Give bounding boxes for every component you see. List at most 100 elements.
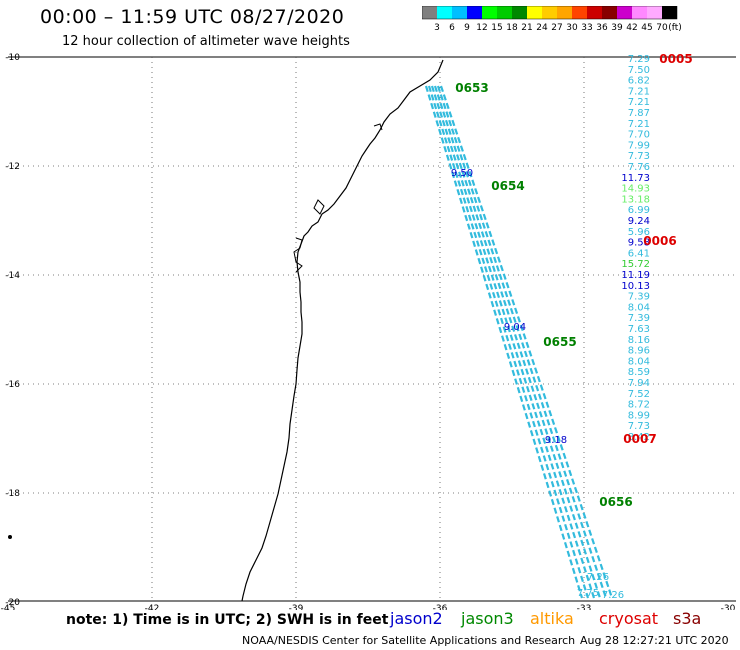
coastline-inlet: [373, 123, 383, 131]
color-swatch: [647, 6, 662, 19]
color-swatch: [662, 6, 677, 19]
swh-value: 11.73: [621, 173, 650, 184]
color-tick-label: 12: [476, 23, 487, 33]
color-scale-legend: 3 6 9 12 15 18 21 24 27 30 33 36 39 42 45 70 (ft): [422, 6, 682, 33]
pass-label: 0006: [643, 234, 676, 248]
footnote: note: 1) Time is in UTC; 2) SWH is in fe…: [66, 612, 389, 628]
legend-altika: altika: [530, 609, 574, 628]
color-tick-label: 70: [656, 23, 668, 33]
swh-value: 8.04: [628, 356, 650, 367]
color-tick-label: 42: [626, 23, 637, 33]
swh-value-track: 9.04: [504, 322, 526, 333]
coastline-bay: [293, 237, 303, 273]
color-tick-label: 21: [521, 23, 532, 33]
track-swath-line: [436, 85, 608, 599]
color-tick-label: 6: [449, 23, 455, 33]
credit-line: NOAA/NESDIS Center for Satellite Applica…: [242, 634, 576, 647]
latitude-label: -12: [5, 162, 20, 172]
color-tick-label: 36: [596, 23, 608, 33]
page-title: 00:00 – 11:59 UTC 08/27/2020: [40, 6, 345, 28]
swh-value: 10.13: [621, 281, 650, 292]
color-swatch: [527, 6, 542, 19]
color-swatch: [602, 6, 617, 19]
color-swatch: [482, 6, 497, 19]
swh-value: 7.63: [628, 324, 650, 335]
swh-value: 7.39: [628, 292, 650, 303]
pass-label: 0653: [455, 81, 488, 95]
color-swatch: [632, 6, 647, 19]
legend-s3a: s3a: [673, 609, 702, 628]
longitude-label: -39: [289, 604, 304, 610]
swh-value: 7.50: [628, 65, 650, 76]
swh-value: 7.21: [628, 119, 650, 130]
swh-value-track: 7.75: [577, 588, 599, 599]
track-swath-line: [439, 85, 614, 599]
swh-value: 7.29: [628, 54, 650, 65]
color-swatch: [512, 6, 527, 19]
swh-value-track: 9.50: [451, 168, 473, 179]
unit-label: (ft): [668, 23, 682, 33]
latitude-label: -20: [5, 598, 20, 608]
swh-value: 14.93: [621, 184, 650, 195]
pass-label: 0005: [659, 52, 692, 66]
swh-value: 7.76: [628, 162, 650, 173]
swh-value: 8.59: [628, 367, 650, 378]
latitude-label: -10: [5, 53, 20, 63]
color-swatch: [542, 6, 557, 19]
legend-cryosat: cryosat: [599, 609, 659, 628]
swh-value: 6.41: [628, 248, 650, 259]
swh-value-track: 7.26: [602, 590, 624, 601]
page-subtitle: 12 hour collection of altimeter wave hei…: [62, 34, 350, 49]
satellite-track: [424, 85, 614, 599]
swh-value: 7.73: [628, 421, 650, 432]
color-swatch: [467, 6, 482, 19]
swh-value: 9.58: [628, 238, 650, 249]
swh-value: 7.39: [628, 313, 650, 324]
swh-value: 8.96: [628, 346, 650, 357]
longitude-label: -33: [577, 604, 592, 610]
color-swatch: [587, 6, 602, 19]
swh-value: 9.24: [628, 216, 650, 227]
color-tick-label: 9: [464, 23, 470, 33]
color-swatch: [497, 6, 512, 19]
swh-value: 15.72: [621, 259, 650, 270]
swh-value: 6.82: [628, 76, 650, 87]
pass-label: 0654: [491, 179, 524, 193]
latitude-label: -18: [5, 489, 20, 499]
swh-value: 8.42: [628, 432, 650, 443]
swh-value: 7.94: [628, 378, 650, 389]
swh-value-track: 7.26: [587, 572, 609, 583]
color-swatch: [437, 6, 452, 19]
swh-value: 7.52: [628, 389, 650, 400]
color-tick-label: 3: [434, 23, 440, 33]
color-swatch: [572, 6, 587, 19]
color-tick-label: 45: [641, 23, 652, 33]
island-marker: [8, 535, 12, 539]
swh-value: 8.99: [628, 410, 650, 421]
pass-label: 0007: [623, 432, 656, 446]
generated-timestamp: Aug 28 12:27:21 UTC 2020: [580, 634, 729, 647]
latitude-label: -14: [5, 271, 20, 281]
swh-value: 7.70: [628, 130, 650, 141]
longitude-label: -45: [1, 604, 16, 610]
track-swath-line: [427, 85, 590, 599]
pass-label: 0656: [599, 495, 632, 509]
swh-value: 5.96: [628, 227, 650, 238]
longitude-label: -30: [721, 604, 736, 610]
swh-value: 11.19: [621, 270, 650, 281]
legend-jason2: jason2: [390, 609, 443, 628]
swh-value: 7.73: [628, 151, 650, 162]
color-tick-label: 27: [551, 23, 562, 33]
color-tick-label: 33: [581, 23, 592, 33]
latitude-label: -16: [5, 380, 20, 390]
swh-value-track: 9.18: [545, 435, 567, 446]
color-tick-label: 15: [491, 23, 502, 33]
wave-height-map[interactable]: -10 -12 -14 -16 -18 -20-45 -42 -39 -36 -33 -30 7.29…: [0, 0, 740, 610]
longitude-label: -42: [145, 604, 160, 610]
track-swath-line: [424, 85, 584, 599]
swh-value: 8.04: [628, 302, 650, 313]
swh-value: 7.87: [628, 108, 650, 119]
color-tick-label: 24: [536, 23, 548, 33]
swh-value: 7.99: [628, 140, 650, 151]
color-tick-label: 39: [611, 23, 623, 33]
